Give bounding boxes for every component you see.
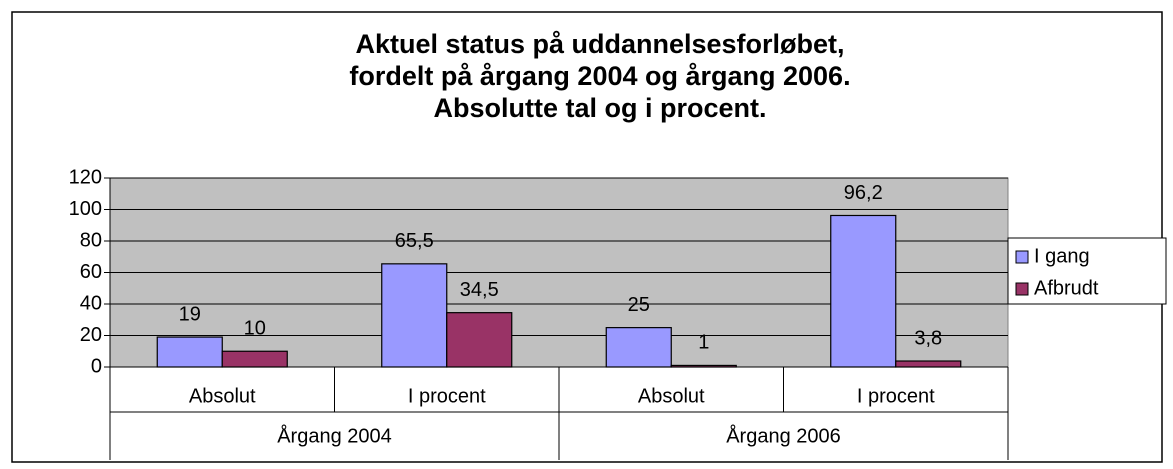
group-label: Årgang 2004 — [277, 424, 392, 447]
x-tick-label: Absolut — [638, 385, 705, 407]
y-tick-label: 80 — [80, 229, 102, 251]
group-label: Årgang 2006 — [726, 424, 841, 447]
value-label: 19 — [179, 303, 201, 325]
value-label: 1 — [698, 332, 709, 354]
y-tick-label: 100 — [69, 198, 102, 220]
title-line: Aktuel status på uddannelsesforløbet, — [355, 29, 844, 59]
bar — [605, 327, 672, 368]
x-tick-label: I procent — [857, 385, 935, 407]
value-label: 25 — [628, 294, 650, 316]
y-tick-label: 20 — [80, 324, 102, 346]
legend-label: Afbrudt — [1034, 277, 1099, 299]
legend-label: I gang — [1034, 245, 1090, 267]
y-tick-label: 60 — [80, 261, 102, 283]
title-line: fordelt på årgang 2004 og årgang 2006. — [349, 61, 850, 91]
value-label: 10 — [244, 318, 266, 340]
value-label: 34,5 — [460, 279, 499, 301]
title-line: Absolutte tal og i procent. — [433, 93, 766, 123]
bar — [895, 360, 962, 368]
x-tick-label: I procent — [408, 385, 486, 407]
bar — [156, 336, 223, 368]
value-label: 65,5 — [395, 230, 434, 252]
bar — [830, 214, 897, 368]
value-label: 3,8 — [914, 327, 942, 349]
bar — [381, 263, 448, 368]
legend-swatch — [1015, 282, 1029, 296]
x-tick-label: Absolut — [189, 385, 256, 407]
bar — [221, 350, 288, 368]
chart-title: Aktuel status på uddannelsesforløbet,for… — [349, 29, 850, 123]
y-tick-label: 40 — [80, 292, 102, 314]
bar — [446, 312, 513, 368]
legend — [1007, 237, 1167, 305]
y-tick-label: 120 — [69, 166, 102, 188]
y-tick-label: 0 — [91, 355, 102, 377]
value-label: 96,2 — [844, 182, 883, 204]
legend-swatch — [1015, 250, 1029, 264]
